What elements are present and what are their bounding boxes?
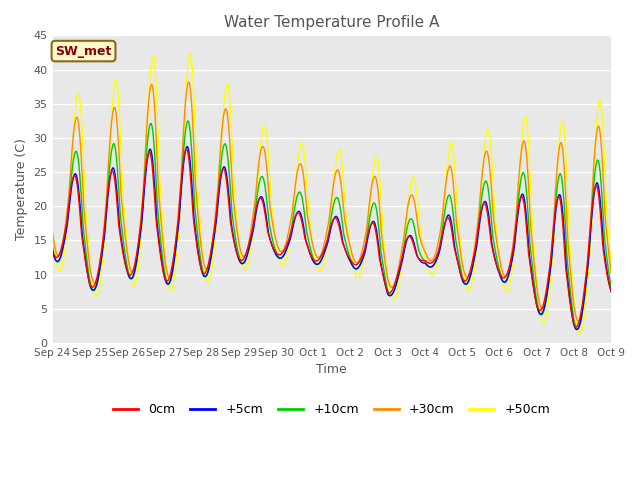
X-axis label: Time: Time bbox=[316, 363, 347, 376]
Y-axis label: Temperature (C): Temperature (C) bbox=[15, 138, 28, 240]
Legend: 0cm, +5cm, +10cm, +30cm, +50cm: 0cm, +5cm, +10cm, +30cm, +50cm bbox=[108, 398, 556, 421]
Title: Water Temperature Profile A: Water Temperature Profile A bbox=[224, 15, 440, 30]
Text: SW_met: SW_met bbox=[55, 45, 112, 58]
